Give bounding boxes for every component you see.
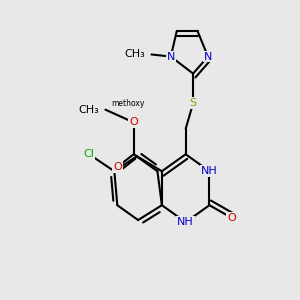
Text: NH: NH bbox=[201, 166, 218, 176]
Text: O: O bbox=[227, 213, 236, 223]
Text: S: S bbox=[190, 98, 197, 108]
Text: CH₃: CH₃ bbox=[79, 105, 100, 115]
Text: O: O bbox=[113, 162, 122, 172]
Text: NH: NH bbox=[177, 217, 194, 227]
Text: CH₃: CH₃ bbox=[125, 50, 146, 59]
Text: methoxy: methoxy bbox=[111, 99, 144, 108]
Text: O: O bbox=[129, 117, 138, 128]
Text: N: N bbox=[167, 52, 175, 61]
Text: Cl: Cl bbox=[84, 149, 94, 159]
Text: N: N bbox=[204, 52, 212, 61]
